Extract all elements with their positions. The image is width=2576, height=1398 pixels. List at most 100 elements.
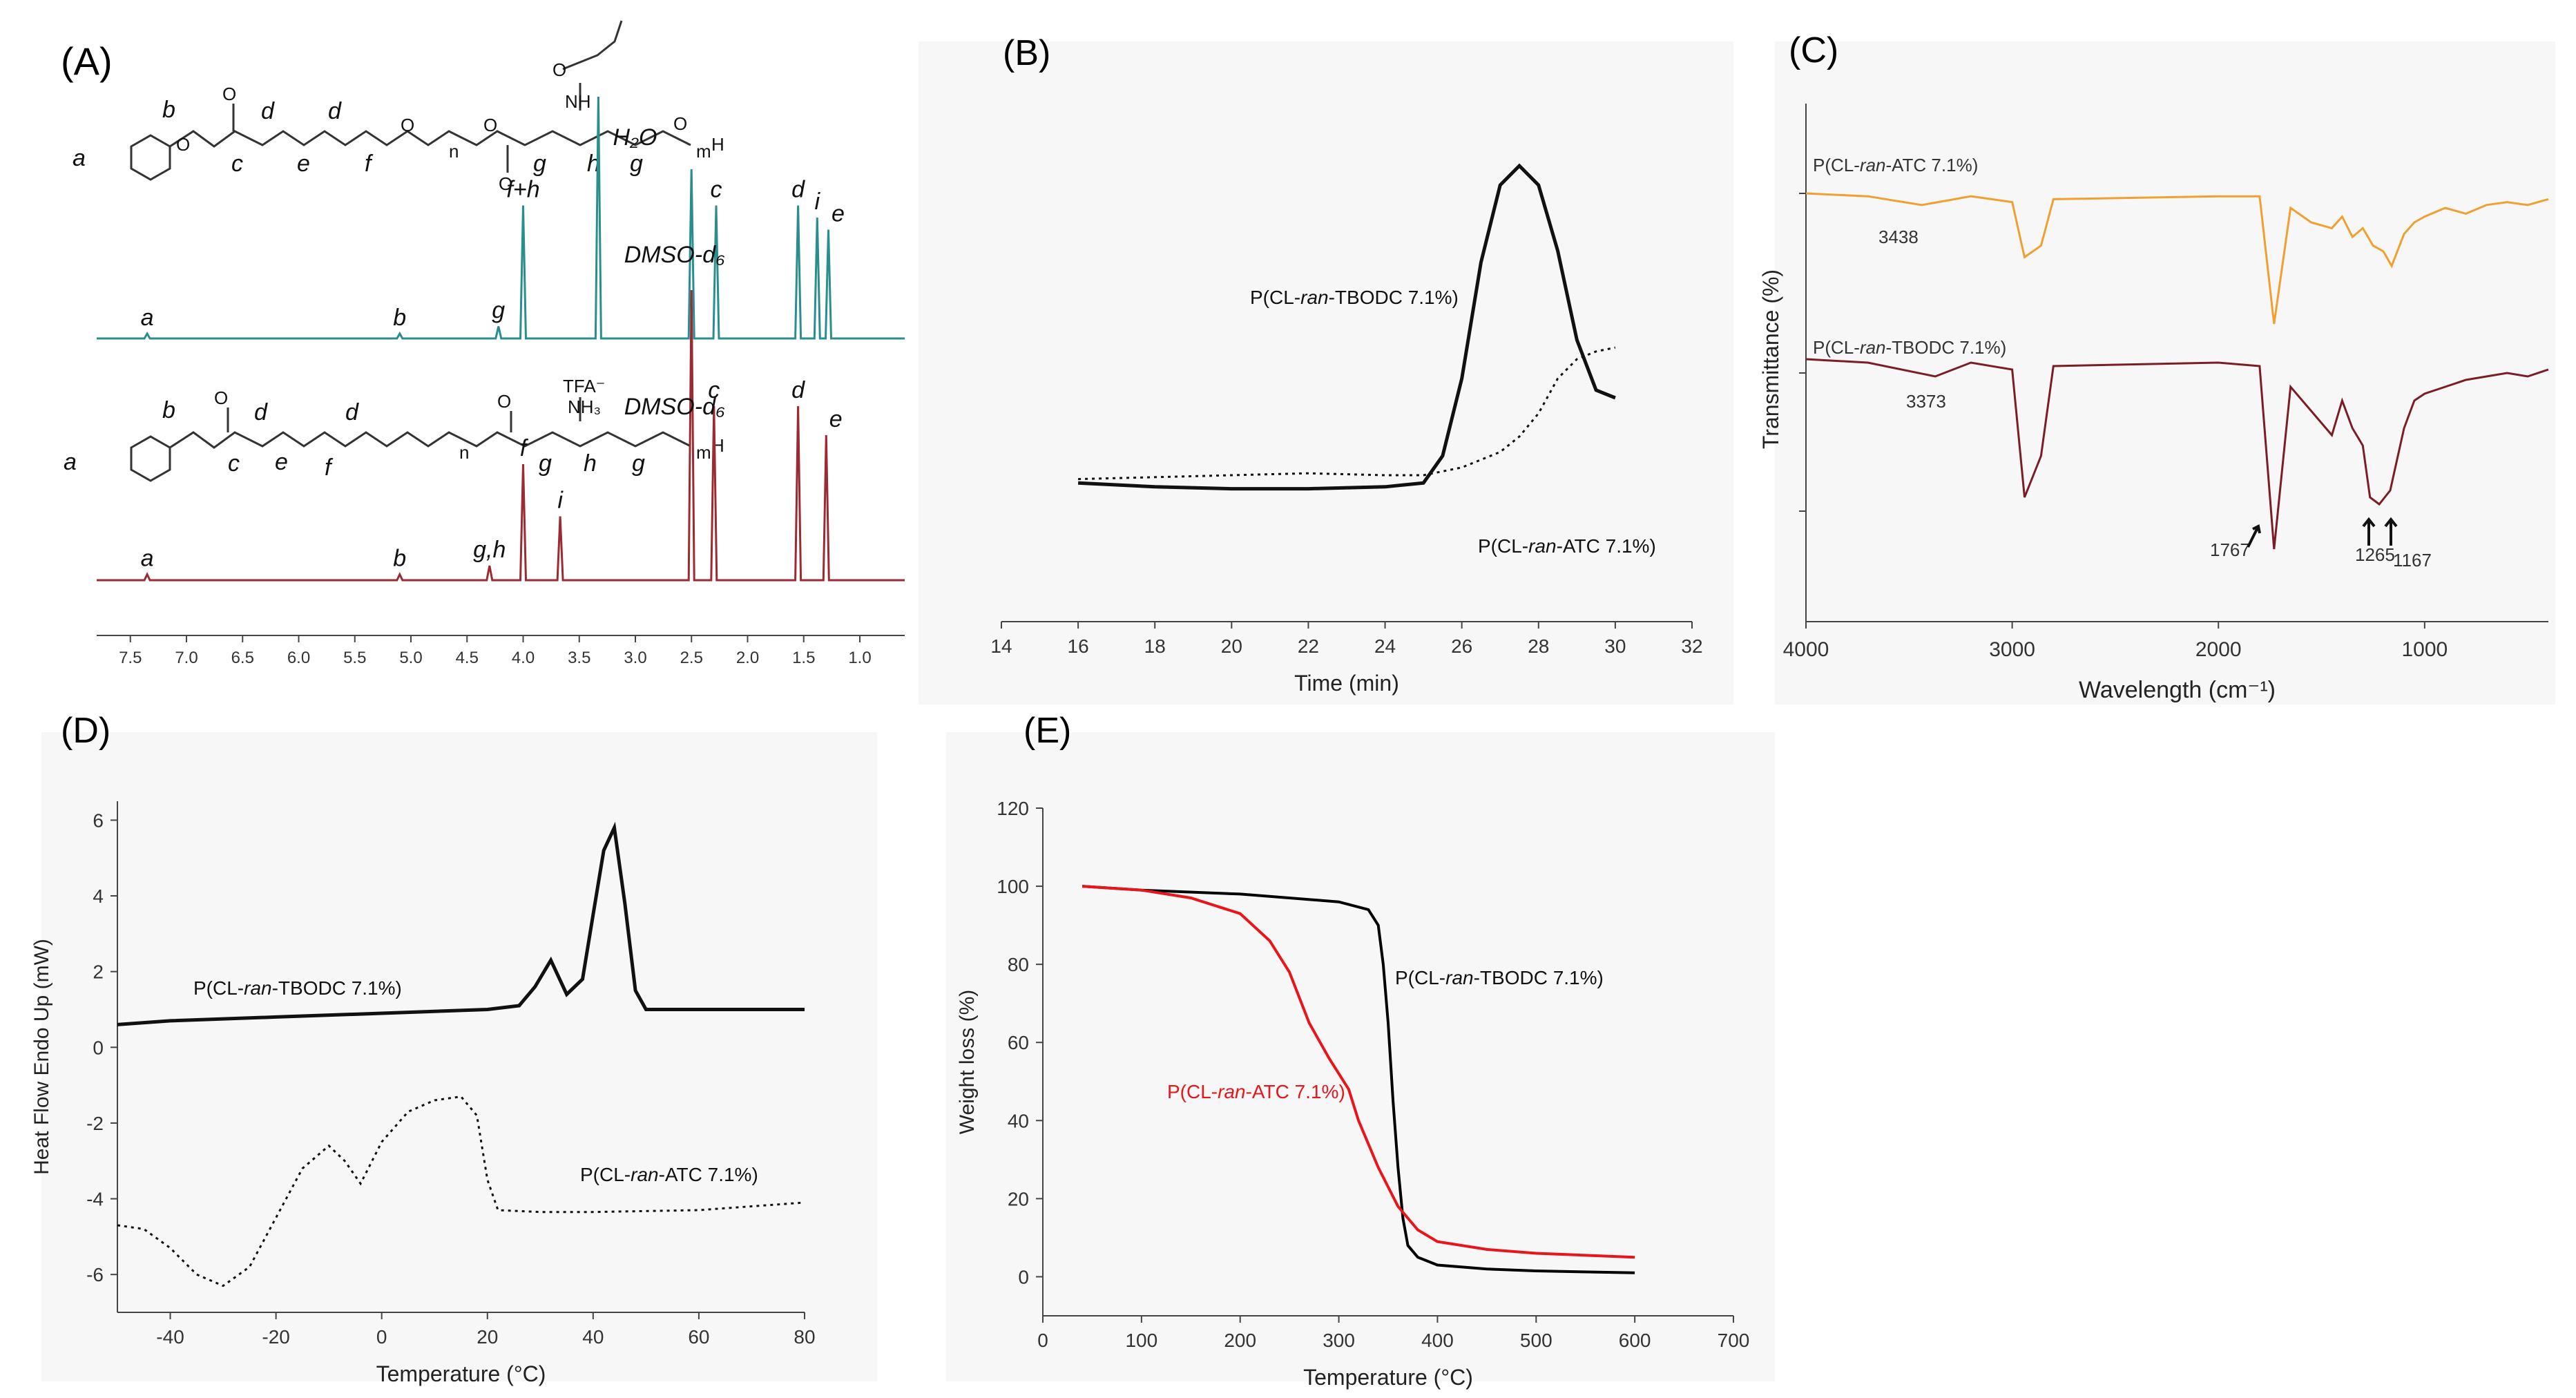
gpc-x-tick-label: 30	[1604, 635, 1626, 657]
nmr-dmso-top-label: DMSO-d₆	[624, 242, 725, 268]
struct-bottom-nh3: NH₃	[568, 396, 601, 417]
struct-top-b: b	[162, 97, 175, 123]
struct-bottom-m: m	[696, 442, 711, 463]
ftir-series-line	[1805, 358, 2549, 550]
tga-x-tick-label: 300	[1323, 1330, 1355, 1351]
nmr-water-label: H₂O	[613, 124, 657, 151]
boc-group	[562, 20, 623, 70]
structure-bottom-letters: a b c d e d f g h g	[64, 397, 645, 481]
struct-top-g2: g	[630, 151, 643, 177]
gpc-x-tick-label: 28	[1528, 635, 1549, 657]
struct-top-h-end: H	[711, 134, 724, 155]
tga-x-tick-label: 400	[1421, 1330, 1454, 1351]
tga-x-tick-label: 500	[1520, 1330, 1553, 1351]
nmr-peak-label: g	[492, 298, 505, 324]
gpc-legend-tbodc: P(CL-ran-TBODC 7.1%)	[1250, 287, 1459, 308]
struct-top-a: a	[73, 145, 86, 171]
dsc-x-tick-label: 0	[376, 1326, 387, 1348]
gpc-x-tick-label: 20	[1221, 635, 1242, 657]
tga-y-tick-label: 120	[997, 798, 1029, 819]
struct-top-nh: NH	[565, 91, 591, 112]
gpc-x-axis-title: Time (min)	[1294, 671, 1399, 696]
nmr-peak-label: a	[141, 546, 154, 572]
nmr-x-tick-label: 7.5	[119, 649, 142, 667]
gpc-x-tick-label: 26	[1451, 635, 1472, 657]
panel-b-label: (B)	[1003, 33, 1050, 73]
struct-bottom-o1: O	[214, 387, 228, 408]
gpc-x-tick-label: 18	[1144, 635, 1166, 657]
nmr-x-tick-label: 1.0	[848, 649, 871, 667]
dsc-y-tick-label: 0	[93, 1037, 104, 1058]
dsc-y-tick-label: -6	[86, 1264, 104, 1285]
nmr-x-tick-label: 4.0	[512, 649, 535, 667]
ftir-legend-atc: P(CL-ran-ATC 7.1%)	[1813, 155, 1978, 175]
structure-bottom-atoms: TFA⁻ NH₃ O O n m H	[214, 376, 724, 463]
tga-x-tick-label: 200	[1224, 1330, 1256, 1351]
gpc-x-tick-label: 22	[1298, 635, 1319, 657]
ftir-x-axis-title: Wavelength (cm⁻¹)	[2079, 677, 2276, 703]
nmr-x-tick-label: 2.5	[680, 649, 703, 667]
ftir-annotation-1265: 1265	[2355, 544, 2395, 565]
tga-x-tick-label: 600	[1619, 1330, 1651, 1351]
ftir-annotation-1767: 1767	[2210, 539, 2250, 560]
dsc-y-axis-title: Heat Flow Endo Up (mW)	[30, 939, 53, 1175]
struct-top-o7: O	[673, 113, 687, 134]
struct-bottom-d2: d	[345, 399, 359, 425]
nmr-peak-label: d	[791, 177, 805, 203]
nmr-x-tick-label: 7.0	[175, 649, 198, 667]
ftir-y-axis-title: Transmittance (%)	[1758, 269, 1783, 449]
struct-top-d1: d	[261, 98, 275, 124]
struct-bottom-d1: d	[254, 399, 268, 425]
nmr-peak-label: i	[557, 488, 564, 514]
struct-top-o5: O	[499, 173, 512, 194]
tga-x-tick-label: 0	[1037, 1330, 1048, 1351]
panel-d-background	[41, 732, 877, 1381]
dsc-x-tick-label: -40	[156, 1326, 184, 1348]
struct-bottom-f: f	[325, 454, 334, 481]
tga-legend-atc: P(CL-ran-ATC 7.1%)	[1167, 1081, 1345, 1102]
struct-bottom-g2: g	[632, 450, 645, 477]
struct-top-m: m	[696, 141, 711, 162]
struct-bottom-c: c	[228, 450, 240, 477]
dsc-series-line	[117, 1095, 805, 1287]
benzene-ring-bottom	[130, 435, 171, 482]
panel-e-background	[946, 732, 1775, 1381]
nmr-peak-label: g,h	[473, 537, 506, 563]
gpc-series-line	[1078, 346, 1616, 481]
dsc-legend-tbodc: P(CL-ran-TBODC 7.1%)	[193, 977, 402, 999]
ftir-x-tick-label: 3000	[1989, 638, 2035, 661]
tga-legend-tbodc: P(CL-ran-TBODC 7.1%)	[1395, 967, 1604, 988]
ftir-arrow-1265	[2362, 517, 2376, 546]
tga-y-tick-label: 100	[997, 876, 1029, 897]
nmr-x-tick-label: 6.5	[231, 649, 254, 667]
panel-c-background	[1775, 41, 2555, 705]
structure-top-atoms: O O O n O O NH O O m H	[176, 59, 724, 194]
struct-bottom-tfa: TFA⁻	[563, 376, 605, 396]
dsc-y-tick-label: -2	[86, 1113, 104, 1134]
chain-bottom	[169, 431, 691, 449]
ftir-chart: 4000 3000 2000 1000 Wavelength (cm⁻¹) Transmi…	[1758, 104, 2549, 703]
dsc-x-tick-label: 80	[794, 1326, 815, 1348]
ftir-legend-tbodc: P(CL-ran-TBODC 7.1%)	[1813, 337, 2006, 358]
tga-y-axis-title: Weight loss (%)	[956, 990, 979, 1135]
nmr-x-tick-label: 3.5	[568, 649, 590, 667]
ftir-x-tick-label: 4000	[1783, 638, 1829, 661]
struct-top-c: c	[231, 151, 243, 177]
dsc-x-tick-label: 40	[582, 1326, 604, 1348]
dsc-x-axis-title: Temperature (°C)	[376, 1361, 546, 1386]
struct-top-o1: O	[176, 134, 190, 155]
nmr-peak-label: i	[814, 189, 820, 215]
nmr-x-tick-label: 5.5	[343, 649, 366, 667]
panel-a-label: (A)	[61, 39, 113, 83]
tga-y-tick-label: 80	[1008, 954, 1029, 975]
struct-top-o4: O	[483, 115, 497, 135]
nmr-peak-label: b	[393, 546, 406, 572]
struct-top-o2: O	[222, 84, 236, 104]
nmr-x-tick-label: 5.0	[399, 649, 422, 667]
dsc-x-tick-label: 60	[688, 1326, 709, 1348]
struct-bottom-b: b	[162, 397, 175, 423]
struct-top-g1: g	[533, 151, 546, 177]
tga-x-tick-label: 700	[1718, 1330, 1750, 1351]
struct-top-n: n	[449, 141, 459, 162]
